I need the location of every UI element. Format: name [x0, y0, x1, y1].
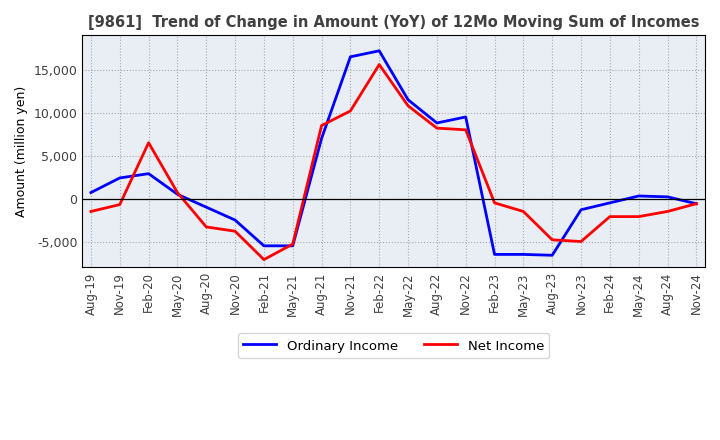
Net Income	[318, 123, 326, 128]
Ordinary Income	[231, 217, 240, 223]
Line: Ordinary Income: Ordinary Income	[91, 51, 696, 255]
Ordinary Income	[663, 194, 672, 199]
Ordinary Income	[346, 54, 355, 59]
Net Income	[231, 228, 240, 234]
Ordinary Income	[692, 201, 701, 206]
Ordinary Income	[433, 120, 441, 125]
Line: Net Income: Net Income	[91, 65, 696, 260]
Net Income	[115, 202, 124, 207]
Net Income	[404, 103, 413, 108]
Net Income	[548, 237, 557, 242]
Ordinary Income	[202, 205, 210, 210]
Net Income	[663, 209, 672, 214]
Legend: Ordinary Income, Net Income: Ordinary Income, Net Income	[238, 334, 549, 358]
Title: [9861]  Trend of Change in Amount (YoY) of 12Mo Moving Sum of Incomes: [9861] Trend of Change in Amount (YoY) o…	[88, 15, 699, 30]
Net Income	[634, 214, 643, 219]
Net Income	[346, 108, 355, 114]
Net Income	[375, 62, 384, 67]
Ordinary Income	[260, 243, 269, 249]
Net Income	[692, 201, 701, 206]
Ordinary Income	[606, 200, 614, 205]
Ordinary Income	[577, 207, 585, 213]
Ordinary Income	[462, 114, 470, 120]
Ordinary Income	[144, 171, 153, 176]
Net Income	[289, 242, 297, 247]
Ordinary Income	[548, 253, 557, 258]
Ordinary Income	[318, 136, 326, 141]
Ordinary Income	[634, 193, 643, 198]
Y-axis label: Amount (million yen): Amount (million yen)	[15, 86, 28, 217]
Net Income	[462, 127, 470, 132]
Ordinary Income	[289, 243, 297, 249]
Net Income	[519, 209, 528, 214]
Net Income	[86, 209, 95, 214]
Ordinary Income	[86, 190, 95, 195]
Net Income	[173, 190, 181, 195]
Net Income	[606, 214, 614, 219]
Net Income	[144, 140, 153, 145]
Net Income	[260, 257, 269, 262]
Ordinary Income	[404, 97, 413, 103]
Net Income	[577, 239, 585, 244]
Ordinary Income	[375, 48, 384, 53]
Net Income	[202, 224, 210, 230]
Ordinary Income	[490, 252, 499, 257]
Net Income	[433, 125, 441, 131]
Ordinary Income	[519, 252, 528, 257]
Ordinary Income	[115, 175, 124, 180]
Ordinary Income	[173, 192, 181, 197]
Net Income	[490, 200, 499, 205]
